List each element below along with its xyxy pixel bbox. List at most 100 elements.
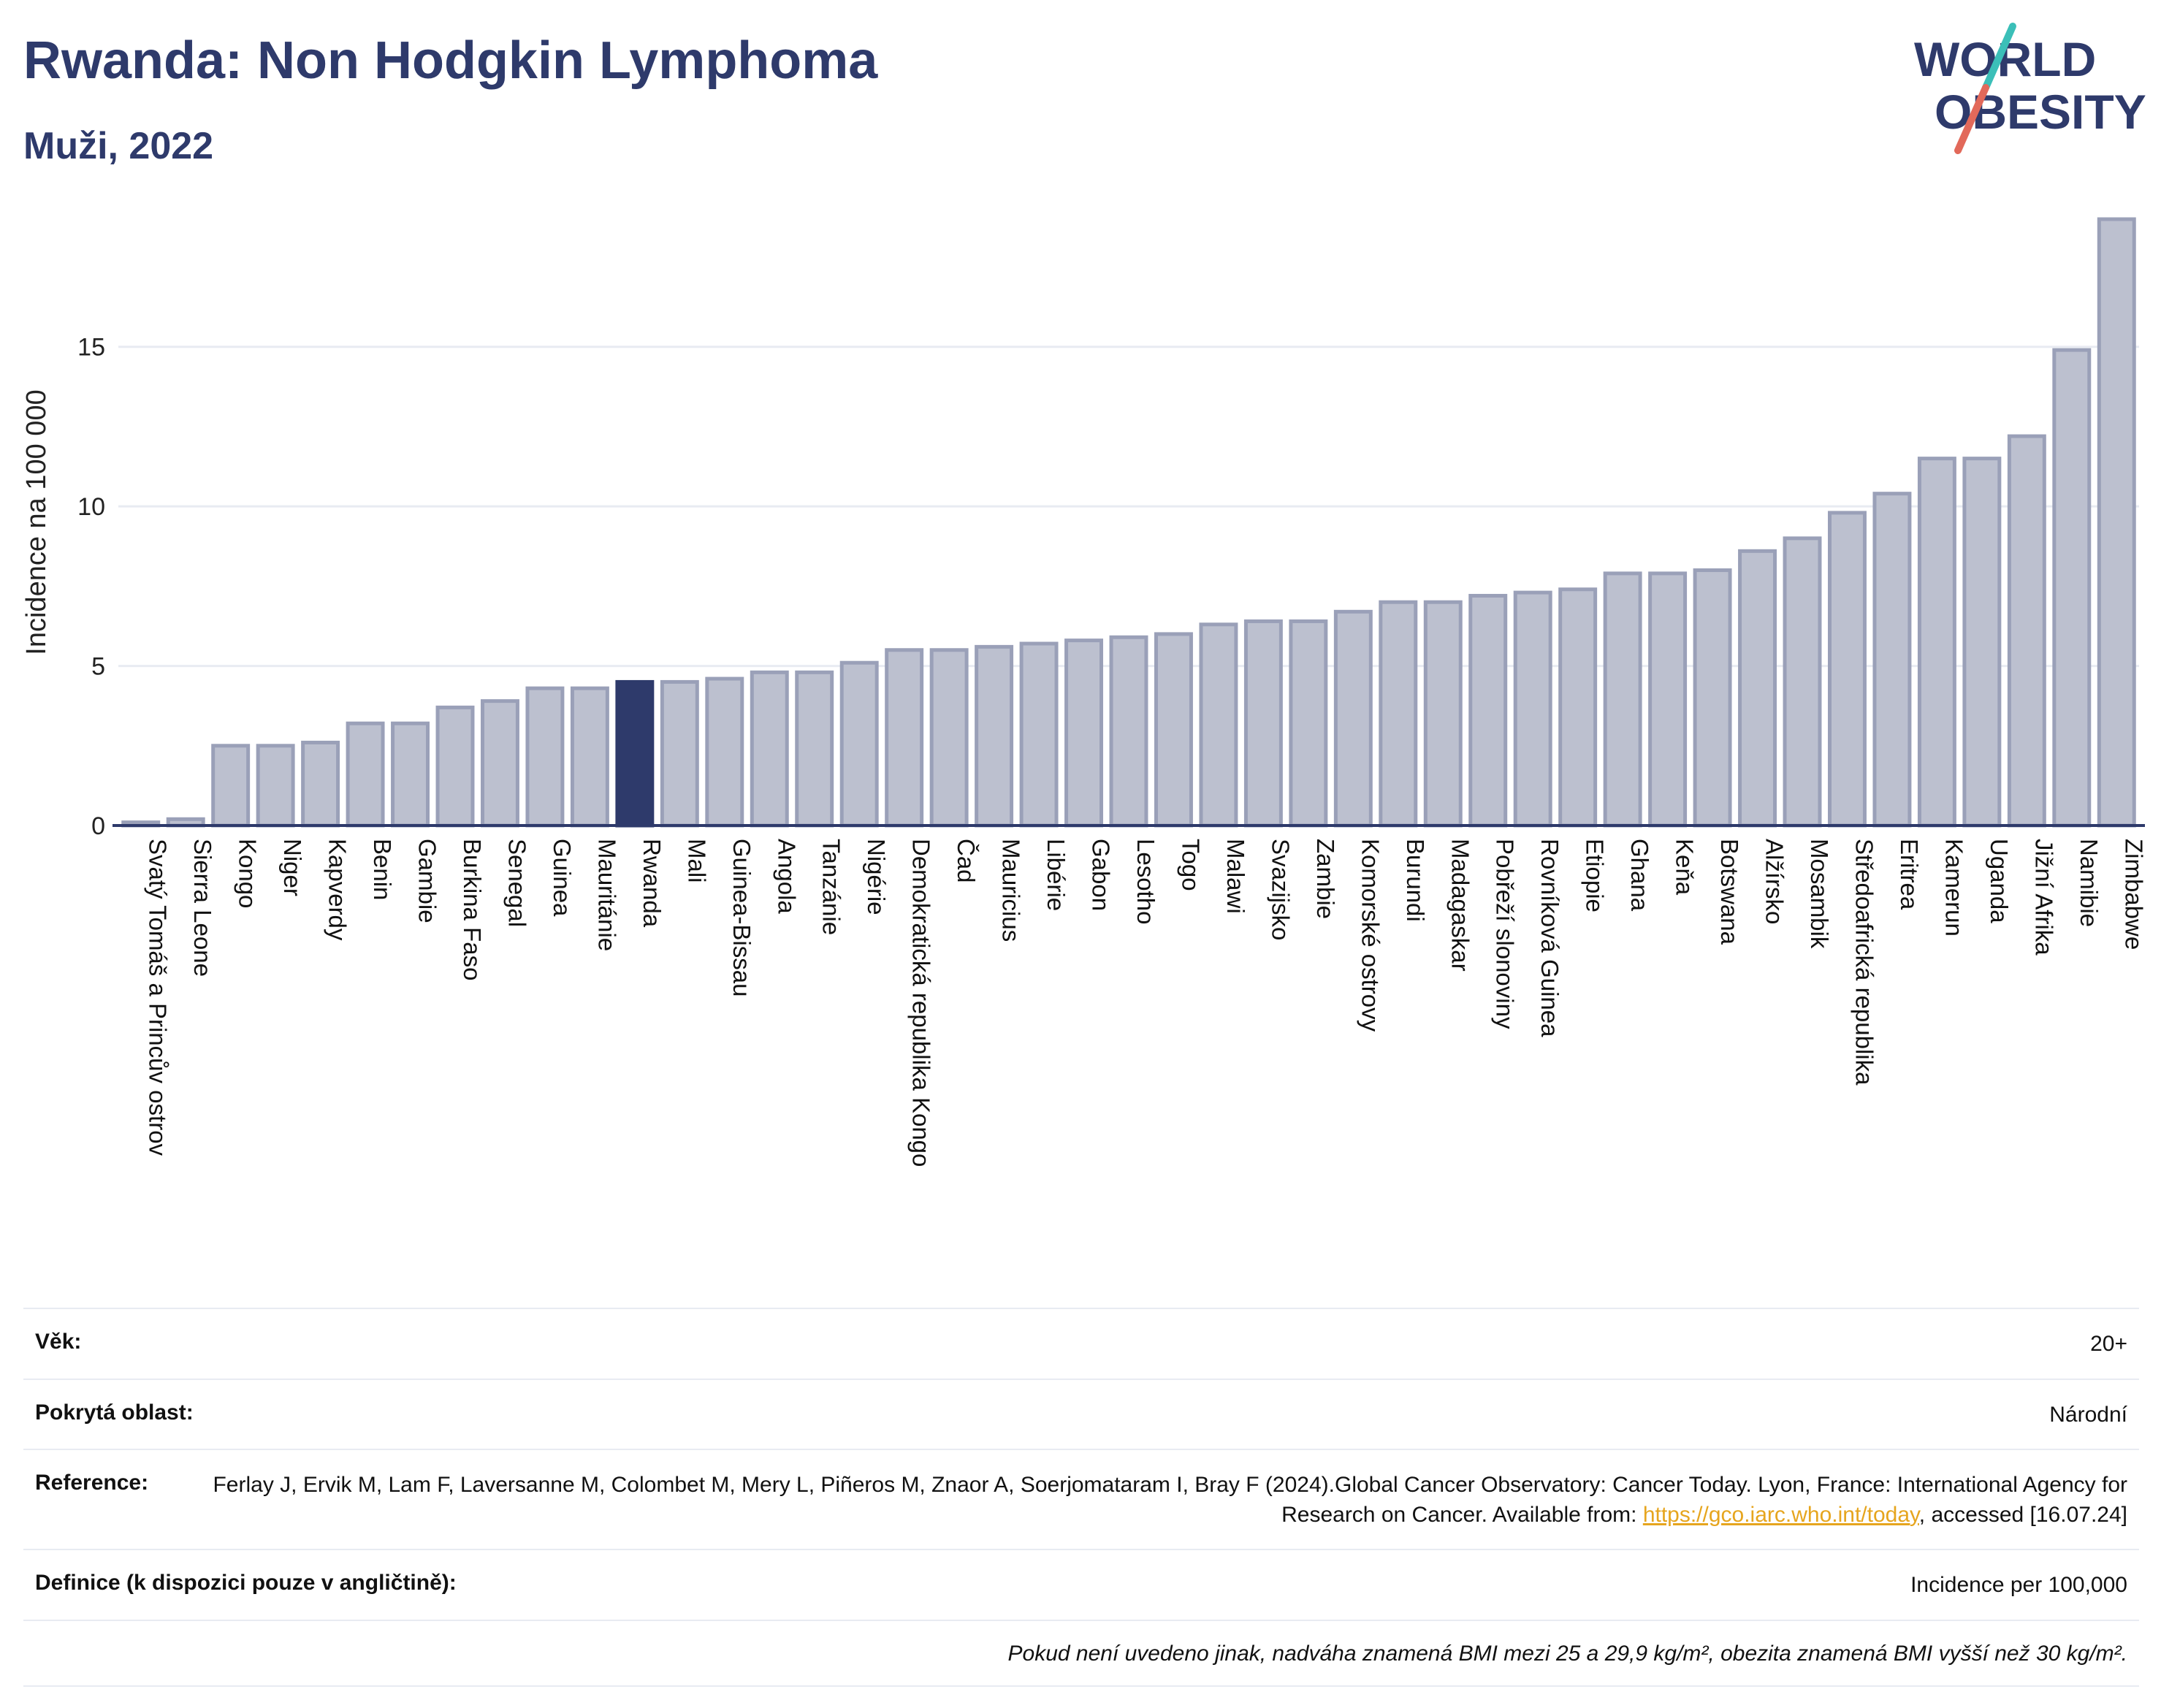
bar-22 xyxy=(1109,635,1148,828)
reference-text: Ferlay J, Ervik M, Lam F, Laversanne M, … xyxy=(213,1473,2127,1527)
category-label-33: Ghana xyxy=(1626,839,1653,912)
info-row-definition: Definice (k dispozici pouze v angličtině… xyxy=(23,1549,2139,1620)
category-label-5: Benin xyxy=(369,839,396,900)
category-label-39: Eritrea xyxy=(1896,839,1923,910)
category-label-34: Keňa xyxy=(1672,839,1699,896)
category-label-40: Kamerun xyxy=(1940,839,1967,937)
category-label-44: Zimbabwe xyxy=(2120,839,2147,950)
bar-13 xyxy=(705,676,744,828)
logo-slash-bottom xyxy=(1954,84,1989,154)
category-label-42: Jižní Afrika xyxy=(2030,839,2057,956)
definition-value: Incidence per 100,000 xyxy=(1910,1573,2127,1597)
category-label-6: Gambie xyxy=(414,839,441,923)
reference-value: Ferlay J, Ervik M, Lam F, Laversanne M, … xyxy=(178,1471,2127,1530)
bar-34 xyxy=(1648,571,1688,828)
category-label-30: Pobřeží slonoviny xyxy=(1492,839,1519,1029)
category-label-18: Čad xyxy=(953,839,980,883)
bar-5 xyxy=(346,721,385,828)
bar-3 xyxy=(256,744,295,828)
bar-11 xyxy=(615,679,655,828)
category-label-32: Etiopie xyxy=(1582,839,1609,912)
bar-24 xyxy=(1199,622,1238,828)
category-label-35: Botswana xyxy=(1716,839,1743,945)
reference-link[interactable]: https://gco.iarc.who.int/today xyxy=(1642,1502,1919,1527)
bmi-note: Pokud není uvedeno jinak, nadváha znamen… xyxy=(1007,1641,2128,1666)
category-label-0: Svatý Tomáš a Princův ostrov xyxy=(145,839,172,1156)
y-tick-label-0: 0 xyxy=(91,812,105,840)
bar-9 xyxy=(525,686,565,828)
info-row-area: Pokrytá oblast: Národní xyxy=(23,1378,2139,1449)
category-label-24: Malawi xyxy=(1222,839,1249,914)
category-label-1: Sierra Leone xyxy=(189,839,216,977)
bar-40 xyxy=(1917,457,1956,828)
bar-6 xyxy=(391,721,430,828)
bar-chart: 0 5 10 15 Incidence na 100 000 Svatý Tomáš a … xyxy=(21,217,2147,1167)
bar-19 xyxy=(975,644,1014,828)
category-label-19: Mauricius xyxy=(998,839,1025,942)
category-label-38: Středoafrická republika xyxy=(1851,839,1878,1086)
category-label-31: Rovníková Guinea xyxy=(1536,839,1563,1037)
y-tick-label-1: 5 xyxy=(91,653,105,681)
bar-29 xyxy=(1423,600,1463,828)
bar-42 xyxy=(2007,434,2046,828)
category-label-2: Kongo xyxy=(235,839,262,908)
bar-14 xyxy=(750,670,789,828)
bar-25 xyxy=(1243,619,1283,828)
bar-37 xyxy=(1783,536,1822,828)
bar-35 xyxy=(1693,568,1732,828)
category-label-29: Madagaskar xyxy=(1447,839,1474,972)
bar-38 xyxy=(1827,511,1867,828)
bar-17 xyxy=(885,648,924,828)
category-label-4: Kapverdy xyxy=(324,839,351,941)
bar-36 xyxy=(1738,549,1777,828)
bar-18 xyxy=(929,648,969,828)
bar-39 xyxy=(1872,492,1912,828)
category-label-7: Burkina Faso xyxy=(459,839,486,980)
bar-8 xyxy=(480,699,519,828)
info-row-age: Věk: 20+ xyxy=(23,1308,2139,1379)
category-label-21: Gabon xyxy=(1088,839,1115,911)
bar-30 xyxy=(1468,593,1508,828)
category-label-8: Senegal xyxy=(503,839,530,927)
bar-20 xyxy=(1019,641,1059,828)
chart-subtitle: Muži, 2022 xyxy=(23,125,214,167)
bar-7 xyxy=(435,705,475,828)
category-label-23: Togo xyxy=(1177,839,1204,891)
category-label-15: Tanzánie xyxy=(818,839,845,935)
category-label-12: Mali xyxy=(683,839,710,883)
y-tick-label-3: 15 xyxy=(77,334,105,362)
info-row-note: Pokud není uvedeno jinak, nadváha znamen… xyxy=(23,1619,2139,1687)
category-label-41: Uganda xyxy=(1986,839,2013,923)
category-label-14: Angola xyxy=(773,839,800,914)
info-table: Věk: 20+ Pokrytá oblast: Národní Referen… xyxy=(23,1308,2139,1687)
category-label-26: Zambie xyxy=(1312,839,1339,919)
logo-slash-top xyxy=(1982,23,2016,91)
y-axis-label: Incidence na 100 000 xyxy=(21,389,52,655)
category-label-28: Burundi xyxy=(1402,839,1429,922)
bar-21 xyxy=(1064,638,1104,828)
y-tick-label-2: 10 xyxy=(77,493,105,521)
area-value: Národní xyxy=(2049,1402,2127,1427)
bar-23 xyxy=(1154,632,1193,828)
category-label-27: Komorské ostrovy xyxy=(1357,839,1384,1032)
bar-32 xyxy=(1558,587,1598,828)
bar-27 xyxy=(1333,609,1373,828)
world-obesity-logo: WORLD OBESITY xyxy=(1914,23,2146,154)
bar-44 xyxy=(2097,217,2136,828)
bar-2 xyxy=(211,744,251,828)
category-label-43: Namibie xyxy=(2076,839,2103,927)
chart-title: Rwanda: Non Hodgkin Lymphoma xyxy=(23,31,878,90)
category-label-25: Svazijsko xyxy=(1267,839,1294,940)
definition-label: Definice (k dispozici pouze v angličtině… xyxy=(35,1571,457,1595)
bar-28 xyxy=(1379,600,1418,828)
category-label-22: Lesotho xyxy=(1132,839,1159,924)
bar-10 xyxy=(570,686,609,828)
bar-4 xyxy=(301,740,340,828)
category-label-20: Libérie xyxy=(1043,839,1070,911)
bar-26 xyxy=(1289,619,1328,828)
bar-41 xyxy=(1962,457,2002,828)
bar-33 xyxy=(1603,571,1642,828)
info-row-reference: Reference: Ferlay J, Ervik M, Lam F, Lav… xyxy=(23,1449,2139,1549)
bar-15 xyxy=(795,670,834,828)
bar-31 xyxy=(1513,590,1552,828)
